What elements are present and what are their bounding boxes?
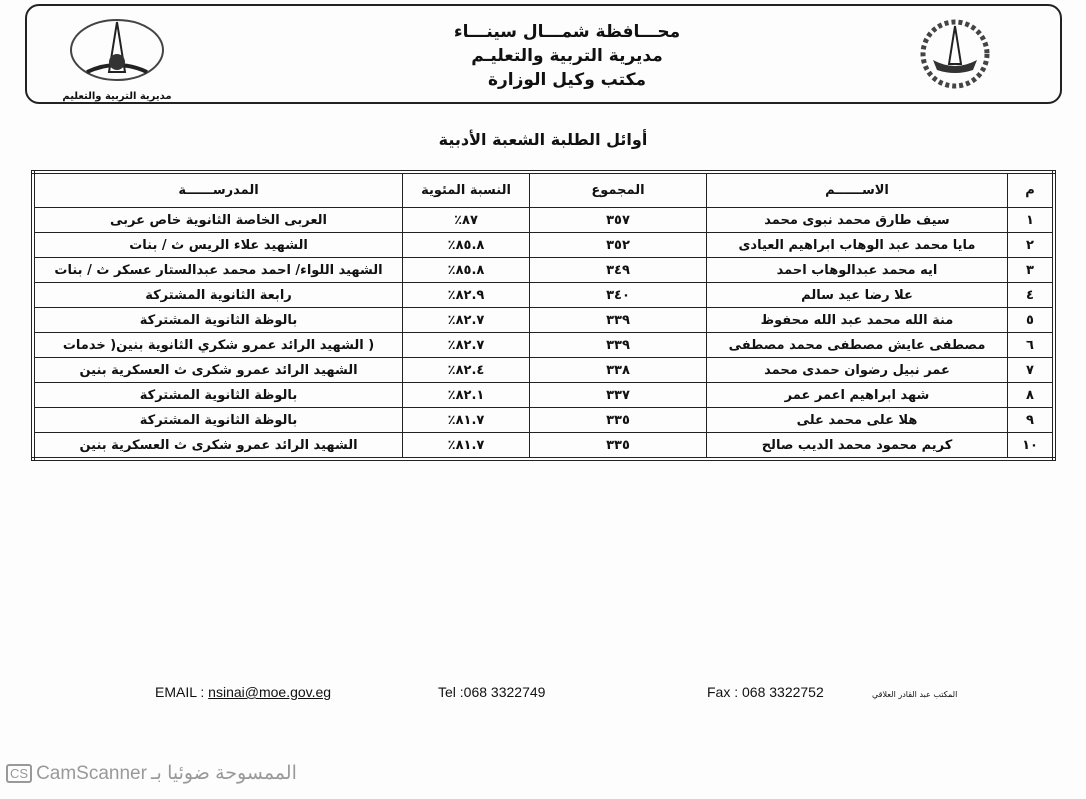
student-name: منة الله محمد عبد الله محفوظ xyxy=(706,307,1008,333)
row-index: ٤ xyxy=(1007,282,1055,308)
total-score: ٣٣٧ xyxy=(529,382,707,408)
table-row: ١٠ كريم محمود محمد الديب صالح ٣٣٥ ٨١.٧٪ الشه… xyxy=(32,432,1055,460)
percentage: ٨٧٪ xyxy=(402,207,530,233)
school-name: بالوظة الثانوية المشتركة xyxy=(32,382,403,408)
table-row: ٣ ايه محمد عبدالوهاب احمد ٣٤٩ ٨٥.٨٪ الشهيد ا… xyxy=(32,257,1055,283)
governorate-emblem xyxy=(915,14,995,94)
directorate-logo: مديرية التربية والتعليم xyxy=(57,14,177,102)
table-row: ٩ هلا على محمد على ٣٣٥ ٨١.٧٪ بالوظة الثانوية… xyxy=(32,407,1055,433)
letterhead: مديرية التربية والتعليم محـــافظة شمـــا… xyxy=(25,4,1062,104)
row-index: ٩ xyxy=(1007,407,1055,433)
table-row: ٢ مايا محمد عبد الوهاب ابراهيم العيادى ٣٥٢… xyxy=(32,232,1055,258)
percentage: ٨٥.٨٪ xyxy=(402,257,530,283)
student-name: ايه محمد عبدالوهاب احمد xyxy=(706,257,1008,283)
school-name: رابعة الثانوية المشتركة xyxy=(32,282,403,308)
col-total: المجموع xyxy=(529,171,707,208)
percentage: ٨٥.٨٪ xyxy=(402,232,530,258)
row-index: ٢ xyxy=(1007,232,1055,258)
student-name: مصطفى عايش مصطفى محمد مصطفى xyxy=(706,332,1008,358)
total-score: ٣٥٧ xyxy=(529,207,707,233)
total-score: ٣٣٥ xyxy=(529,407,707,433)
total-score: ٣٣٨ xyxy=(529,357,707,383)
row-index: ٦ xyxy=(1007,332,1055,358)
page-title: أوائل الطلبة الشعبة الأدبية xyxy=(438,130,648,149)
col-index: م xyxy=(1007,171,1055,208)
governorate-name: محـــافظة شمـــال سينـــاء xyxy=(453,22,681,42)
footer-email: EMAIL : nsinai@moe.gov.eg xyxy=(155,684,331,700)
percentage: ٨٢.٩٪ xyxy=(402,282,530,308)
footer-tel: Tel :068 3322749 xyxy=(438,684,546,700)
percentage: ٨٢.٧٪ xyxy=(402,332,530,358)
percentage: ٨٢.٧٪ xyxy=(402,307,530,333)
total-score: ٣٣٩ xyxy=(529,307,707,333)
logo-caption: مديرية التربية والتعليم xyxy=(62,91,172,102)
email-link[interactable]: nsinai@moe.gov.eg xyxy=(208,684,332,700)
directorate-name: مديرية التربية والتعليـم xyxy=(471,46,663,66)
total-score: ٣٥٢ xyxy=(529,232,707,258)
row-index: ١ xyxy=(1007,207,1055,233)
row-index: ٧ xyxy=(1007,357,1055,383)
table-row: ٦ مصطفى عايش مصطفى محمد مصطفى ٣٣٩ ٨٢.٧٪( ال… xyxy=(32,332,1055,358)
school-name: الشهيد علاء الريس ث / بنات xyxy=(32,232,403,258)
student-name: كريم محمود محمد الديب صالح xyxy=(706,432,1008,460)
row-index: ١٠ xyxy=(1007,432,1055,460)
col-name: الاســــــم xyxy=(706,171,1008,208)
school-name: العربى الخاصة الثانوية خاص عربى xyxy=(32,207,403,233)
student-name: هلا على محمد على xyxy=(706,407,1008,433)
percentage: ٨١.٧٪ xyxy=(402,432,530,460)
top-students-table: م الاســــــم المجموع النسبة المئوية الم… xyxy=(31,170,1056,461)
student-name: شهد ابراهيم اعمر عمر xyxy=(706,382,1008,408)
table-row: ١ سيف طارق محمد نبوى محمد ٣٥٧ ٨٧٪ العربى الخ… xyxy=(32,207,1055,233)
student-name: علا رضا عيد سالم xyxy=(706,282,1008,308)
school-name: ( الشهيد الرائد عمرو شكري الثانوية بنين(… xyxy=(32,332,403,358)
total-score: ٣٤٠ xyxy=(529,282,707,308)
table-row: ٨ شهد ابراهيم اعمر عمر ٣٣٧ ٨٢.١٪ بالوظة الثا… xyxy=(32,382,1055,408)
student-name: سيف طارق محمد نبوى محمد xyxy=(706,207,1008,233)
school-name: بالوظة الثانوية المشتركة xyxy=(32,407,403,433)
percentage: ٨١.٧٪ xyxy=(402,407,530,433)
table-row: ٥ منة الله محمد عبد الله محفوظ ٣٣٩ ٨٢.٧٪ بال… xyxy=(32,307,1055,333)
footer-office: المكتب عبد القادر العلاقي xyxy=(872,690,958,699)
row-index: ٣ xyxy=(1007,257,1055,283)
percentage: ٨٢.١٪ xyxy=(402,382,530,408)
school-name: الشهيد الرائد عمرو شكرى ث العسكرية بنين xyxy=(32,357,403,383)
school-name: بالوظة الثانوية المشتركة xyxy=(32,307,403,333)
table-row: ٤ علا رضا عيد سالم ٣٤٠ ٨٢.٩٪ رابعة الثانوية … xyxy=(32,282,1055,308)
office-name: مكتب وكيل الوزارة xyxy=(487,70,647,90)
email-label: EMAIL : xyxy=(155,684,209,700)
row-index: ٥ xyxy=(1007,307,1055,333)
school-name: الشهيد الرائد عمرو شكرى ث العسكرية بنين xyxy=(32,432,403,460)
col-percent: النسبة المئوية xyxy=(402,171,530,208)
col-school: المدرســــــة xyxy=(32,171,403,208)
table-header-row: م الاســــــم المجموع النسبة المئوية الم… xyxy=(32,171,1055,208)
total-score: ٣٤٩ xyxy=(529,257,707,283)
camscanner-logo-icon: CS xyxy=(6,764,33,783)
student-name: عمر نبيل رضوان حمدى محمد xyxy=(706,357,1008,383)
footer-fax: Fax : 068 3322752 xyxy=(707,684,824,700)
student-name: مايا محمد عبد الوهاب ابراهيم العيادى xyxy=(706,232,1008,258)
school-name: الشهيد اللواء/ احمد محمد عبدالستار عسكر … xyxy=(32,257,403,283)
table-row: ٧ عمر نبيل رضوان حمدى محمد ٣٣٨ ٨٢.٤٪ الشهيد … xyxy=(32,357,1055,383)
camscanner-watermark: CS CamScanner الممسوحة ضوئيا بـ xyxy=(6,762,297,785)
total-score: ٣٣٩ xyxy=(529,332,707,358)
total-score: ٣٣٥ xyxy=(529,432,707,460)
watermark-text: CamScanner xyxy=(36,762,147,784)
watermark-arabic: الممسوحة ضوئيا بـ xyxy=(150,763,297,784)
row-index: ٨ xyxy=(1007,382,1055,408)
percentage: ٨٢.٤٪ xyxy=(402,357,530,383)
